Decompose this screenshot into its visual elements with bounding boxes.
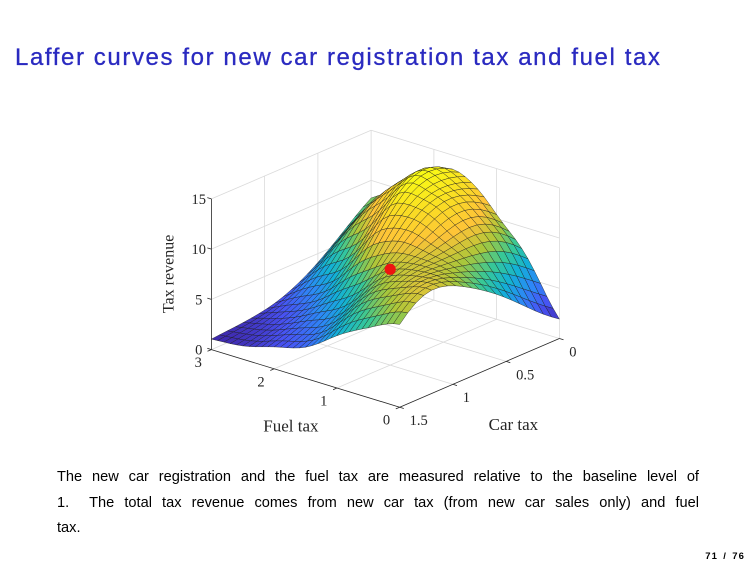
svg-text:Tax revenue: Tax revenue — [160, 235, 177, 313]
svg-text:3: 3 — [195, 355, 202, 371]
svg-text:0: 0 — [195, 343, 202, 359]
svg-text:15: 15 — [191, 192, 206, 208]
svg-text:0: 0 — [569, 344, 576, 360]
svg-text:0.5: 0.5 — [516, 367, 534, 383]
svg-text:1: 1 — [320, 394, 327, 410]
svg-text:1: 1 — [463, 390, 470, 406]
svg-text:Car tax: Car tax — [489, 415, 539, 434]
svg-text:10: 10 — [191, 242, 206, 258]
svg-text:Fuel tax: Fuel tax — [263, 417, 319, 436]
svg-text:1.5: 1.5 — [410, 413, 428, 429]
svg-text:0: 0 — [383, 413, 390, 429]
svg-text:2: 2 — [257, 374, 264, 390]
svg-text:5: 5 — [195, 292, 202, 308]
